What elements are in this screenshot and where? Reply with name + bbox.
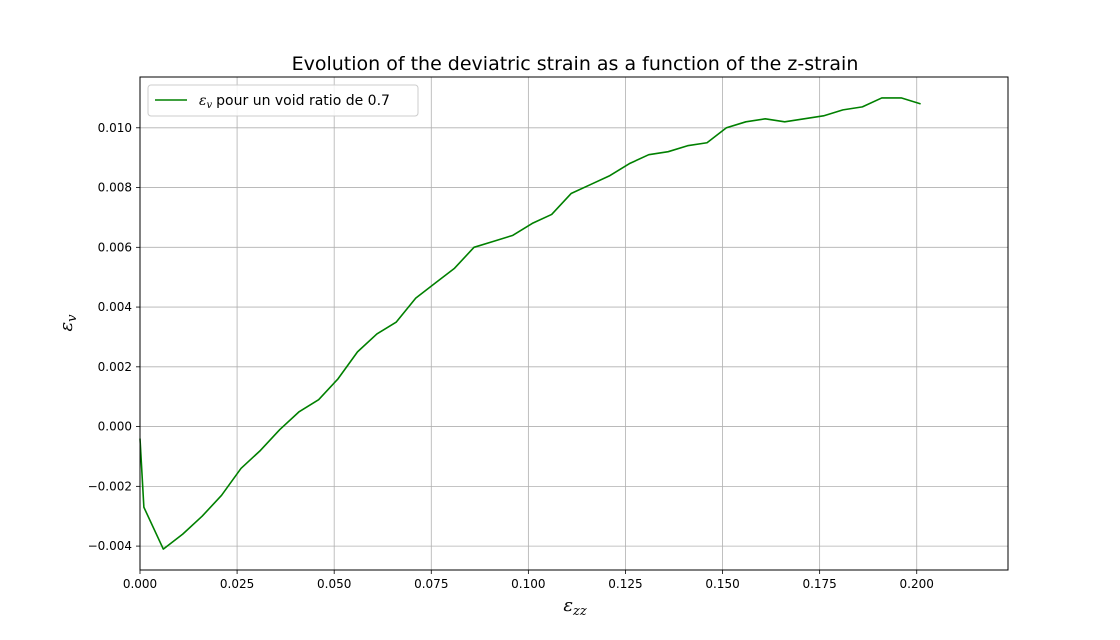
legend-box (147, 84, 419, 117)
grid-lines (139, 77, 1008, 570)
y-axis-symbol: ε (56, 322, 77, 332)
y-axis-label: εv (56, 314, 80, 332)
y-tick-label: −0.004 (88, 539, 132, 553)
y-tick-label: 0.000 (98, 420, 132, 434)
y-tick-label: 0.002 (98, 360, 132, 374)
x-tick-label: 0.200 (900, 577, 934, 591)
plot-frame (139, 76, 1009, 571)
axis-ticks: 0.000 0.025 0.050 0.075 0.100 0.125 0.150 0.175… (88, 121, 934, 591)
legend-label: pour un void ratio de 0.7 (216, 93, 390, 109)
x-tick-label: 0.050 (317, 577, 351, 591)
x-tick-label: 0.175 (802, 577, 836, 591)
y-tick-label: 0.006 (98, 240, 132, 254)
y-tick-label: 0.010 (98, 121, 132, 135)
x-axis-symbol: ε (563, 595, 573, 616)
legend-symbol: ε (199, 93, 207, 109)
chart-title: Evolution of the deviatric strain as a f… (292, 53, 859, 75)
x-tick-label: 0.075 (414, 577, 448, 591)
series-line (139, 97, 921, 550)
x-tick-label: 0.100 (511, 577, 545, 591)
x-tick-label: 0.000 (123, 577, 157, 591)
y-tick-label: 0.008 (98, 181, 132, 195)
x-axis-subscript: zz (572, 604, 587, 619)
legend-entry: εv pour un void ratio de 0.7 (199, 93, 390, 111)
legend-subscript: v (207, 100, 213, 111)
legend: εv pour un void ratio de 0.7 (147, 84, 419, 117)
x-tick-label: 0.125 (608, 577, 642, 591)
y-tick-label: 0.004 (98, 300, 132, 314)
series-layer (139, 97, 921, 550)
x-tick-label: 0.025 (220, 577, 254, 591)
x-axis-label: εzz (563, 595, 587, 619)
y-tick-label: −0.002 (88, 479, 132, 493)
x-tick-label: 0.150 (705, 577, 739, 591)
y-axis-subscript: v (65, 314, 80, 322)
